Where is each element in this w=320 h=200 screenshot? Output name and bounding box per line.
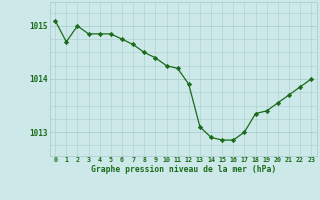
X-axis label: Graphe pression niveau de la mer (hPa): Graphe pression niveau de la mer (hPa)	[91, 165, 276, 174]
